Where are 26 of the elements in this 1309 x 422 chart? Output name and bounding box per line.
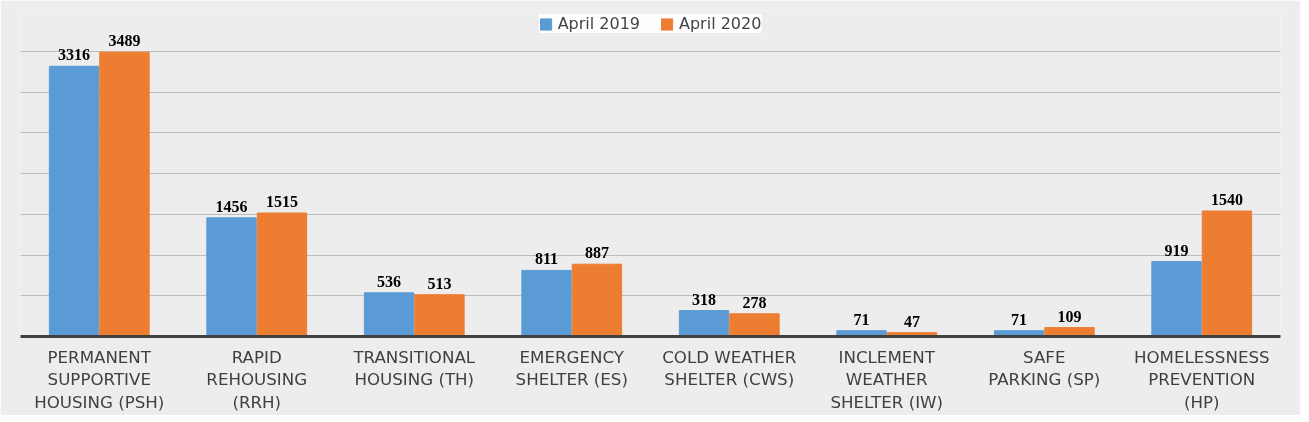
x-tick-label: SAFE PARKING (SP) [988,347,1101,390]
data-label: 109 [1057,307,1082,325]
x-tick-label: RAPID REHOUSING (RRH) [206,347,308,413]
data-label: 1540 [1210,190,1243,208]
x-tick-label: HOMELESSNESS PREVENTION (HP) [1133,347,1270,413]
data-label: 811 [534,250,559,268]
data-label: 47 [903,312,920,330]
data-label: 3489 [108,32,141,50]
x-tick-label: PERMANENT SUPPORTIVE HOUSING (PSH) [34,347,165,413]
data-label: 71 [853,310,870,328]
data-label: 1456 [215,197,248,215]
data-label: 919 [1164,241,1189,259]
data-label: 536 [377,272,402,290]
data-label: 318 [692,290,717,308]
x-tick-label: EMERGENCY SHELTER (ES) [515,347,628,390]
data-label: 887 [584,244,609,262]
data-label: 3316 [58,46,91,64]
data-label: 1515 [265,193,298,211]
legend-label: April 2019 [557,14,640,33]
legend-label: April 2020 [679,14,762,33]
data-label: 513 [427,274,452,292]
data-label: 71 [1011,310,1028,328]
x-tick-label: TRANSITIONAL HOUSING (TH) [352,347,476,390]
x-tick-label: COLD WEATHER SHELTER (CWS) [662,347,797,390]
data-label: 278 [742,293,767,311]
x-tick-label: INCLEMENT WEATHER SHELTER (IW) [830,347,944,413]
